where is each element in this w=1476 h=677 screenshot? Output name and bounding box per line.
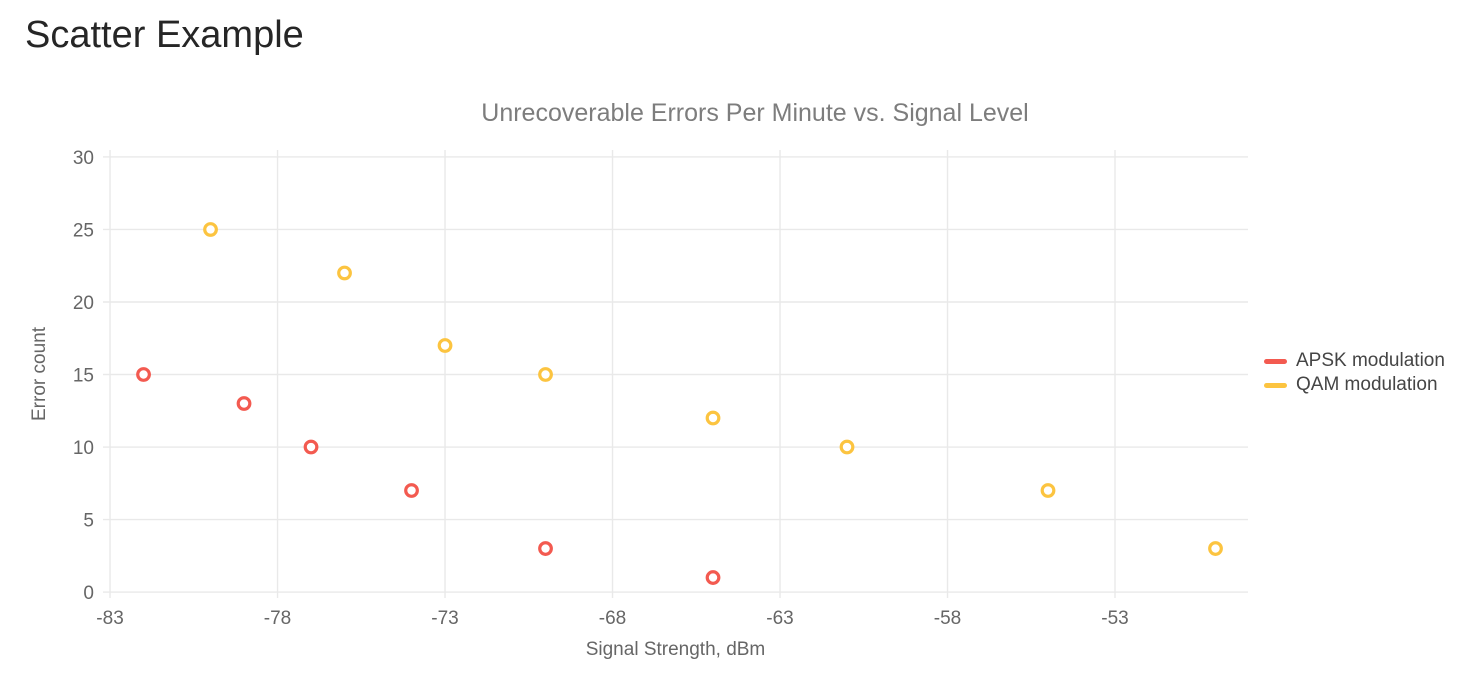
legend-dash-icon — [1264, 358, 1287, 364]
x-tick-label: -58 — [934, 608, 961, 629]
data-point[interactable] — [203, 222, 218, 237]
legend-item-apsk[interactable]: APSK modulation — [1264, 349, 1445, 373]
x-tick-label: -63 — [766, 608, 793, 629]
series-apsk — [136, 367, 721, 585]
y-tick-label: 25 — [73, 220, 94, 241]
legend-label-qam: QAM modulation — [1296, 374, 1438, 395]
data-point[interactable] — [136, 367, 151, 382]
legend-label-apsk: APSK modulation — [1296, 350, 1445, 371]
y-tick-label: 30 — [73, 148, 94, 169]
chart-title: Unrecoverable Errors Per Minute vs. Sign… — [481, 99, 1029, 127]
data-point[interactable] — [437, 338, 453, 353]
legend-item-qam[interactable]: QAM modulation — [1264, 373, 1445, 397]
data-point[interactable] — [839, 439, 855, 455]
data-point[interactable] — [705, 410, 721, 426]
data-point[interactable] — [404, 483, 419, 498]
x-tick-label: -73 — [431, 608, 458, 629]
x-axis-title: Signal Strength, dBm — [585, 639, 766, 660]
data-point[interactable] — [705, 570, 721, 585]
data-point[interactable] — [538, 541, 553, 556]
y-tick-label: 20 — [73, 293, 94, 314]
data-point[interactable] — [1208, 541, 1223, 556]
x-tick-label: -68 — [599, 608, 626, 629]
data-point[interactable] — [303, 439, 319, 455]
legend-dash-icon — [1264, 382, 1287, 388]
y-tick-label: 0 — [83, 583, 94, 604]
data-point[interactable] — [1040, 483, 1056, 498]
y-tick-label: 15 — [73, 366, 94, 387]
x-tick-label: -53 — [1101, 608, 1128, 629]
series-qam — [203, 222, 1223, 556]
legend: APSK modulation QAM modulation — [1264, 349, 1445, 397]
data-point[interactable] — [538, 367, 553, 382]
page-title: Scatter Example — [25, 14, 304, 56]
data-point[interactable] — [236, 396, 252, 411]
y-tick-label: 5 — [83, 511, 94, 532]
y-tick-label: 10 — [73, 438, 94, 459]
x-tick-label: -78 — [264, 608, 291, 629]
y-axis-title: Error count — [29, 327, 50, 421]
data-point[interactable] — [337, 265, 352, 281]
x-tick-label: -83 — [96, 608, 123, 629]
